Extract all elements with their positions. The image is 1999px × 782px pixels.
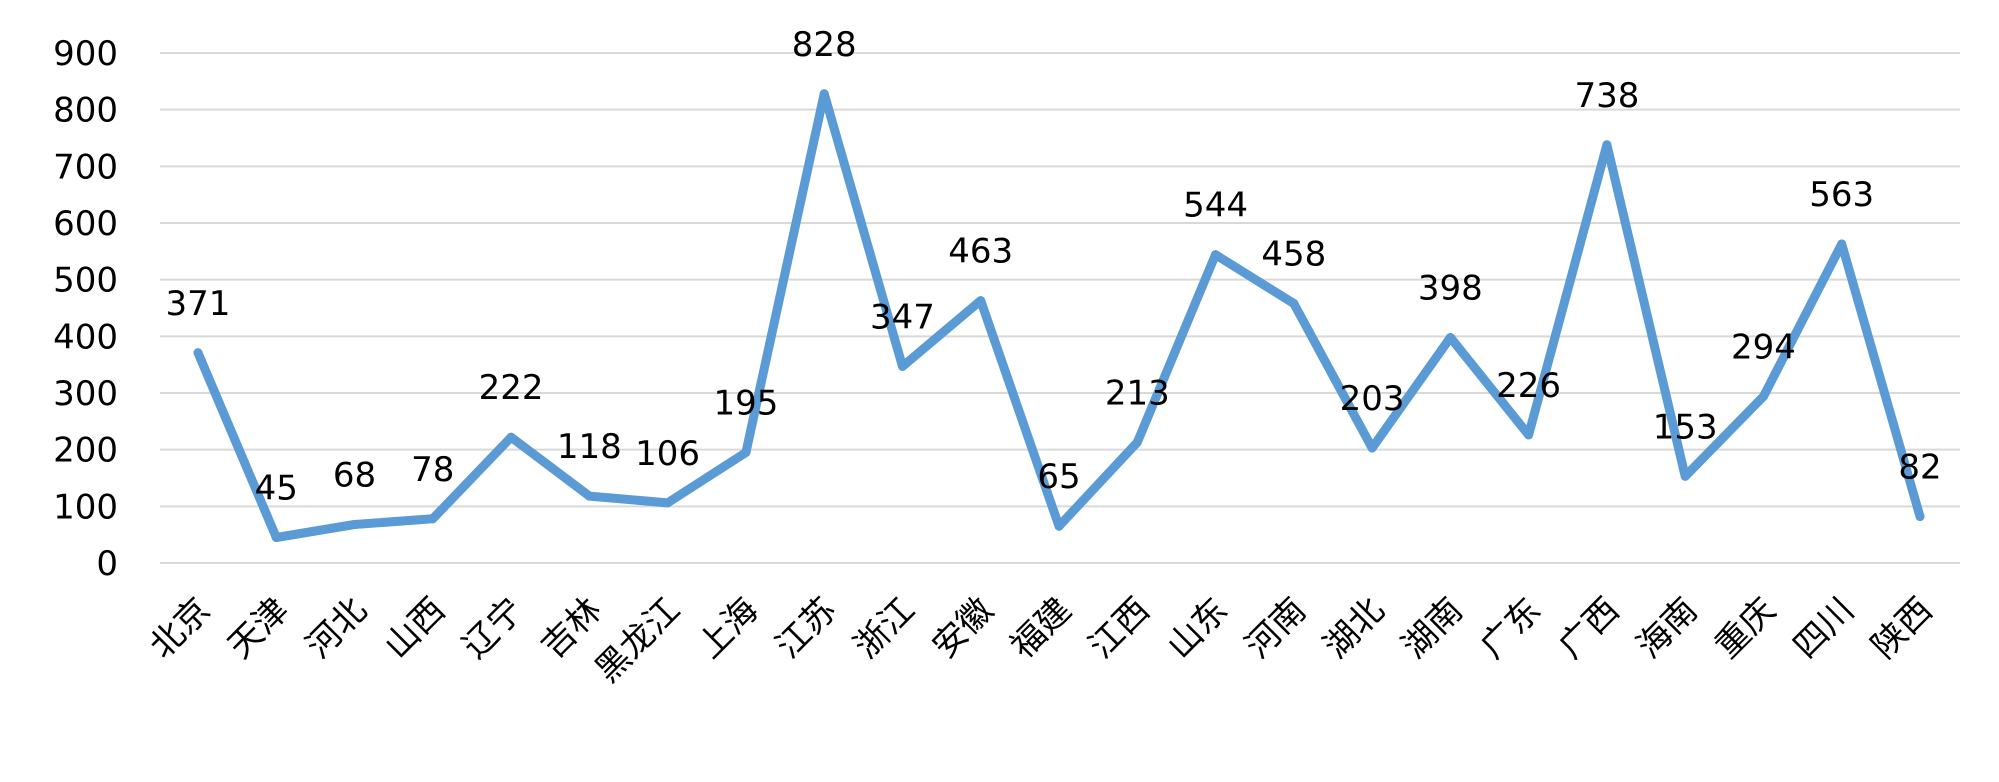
data-point — [506, 432, 516, 442]
data-point — [350, 519, 360, 529]
x-tick-label: 广东 — [1473, 590, 1549, 666]
data-point — [1445, 332, 1455, 342]
data-point — [193, 348, 203, 358]
data-point — [428, 514, 438, 524]
data-point — [1837, 239, 1847, 249]
gridlines — [160, 52, 1960, 564]
data-point — [1680, 471, 1690, 481]
y-tick-label: 400 — [53, 317, 118, 357]
data-point — [1915, 512, 1925, 522]
data-label: 195 — [713, 384, 778, 424]
data-label: 458 — [1261, 234, 1326, 274]
x-tick-label: 辽宁 — [455, 590, 531, 666]
data-label: 65 — [1037, 457, 1080, 497]
x-tick-label: 湖南 — [1394, 590, 1470, 666]
y-tick-label: 900 — [53, 34, 118, 74]
y-tick-label: 300 — [53, 374, 118, 414]
data-label: 45 — [255, 469, 298, 509]
y-tick-label: 700 — [53, 147, 118, 187]
x-tick-label: 河南 — [1238, 590, 1314, 666]
data-point — [663, 498, 673, 508]
data-label: 828 — [792, 25, 857, 65]
y-tick-label: 200 — [53, 431, 118, 471]
data-label: 563 — [1809, 175, 1874, 215]
y-axis-ticks: 0 100 200 300 400 500 600 700 800 900 — [53, 34, 118, 584]
x-tick-label: 黑龙江 — [588, 590, 688, 690]
data-point — [1367, 443, 1377, 453]
y-tick-label: 600 — [53, 204, 118, 244]
data-label: 398 — [1418, 268, 1483, 308]
x-tick-label: 福建 — [1003, 590, 1079, 666]
y-tick-label: 0 — [96, 544, 118, 584]
x-tick-label: 安徽 — [925, 590, 1001, 666]
x-tick-label: 山东 — [1160, 590, 1236, 666]
data-labels: 371 45 68 78 222 118 106 195 828 347 463 65 213 544 45… — [166, 25, 1942, 509]
data-label: 213 — [1105, 373, 1170, 413]
data-point — [1211, 250, 1221, 260]
data-label: 463 — [948, 232, 1013, 272]
data-label: 222 — [479, 368, 544, 408]
data-label: 153 — [1653, 407, 1718, 447]
data-point — [897, 361, 907, 371]
data-point — [1602, 140, 1612, 150]
x-tick-label: 浙江 — [846, 590, 922, 666]
data-point — [1524, 430, 1534, 440]
x-tick-label: 四川 — [1786, 590, 1862, 666]
x-tick-label: 山西 — [377, 590, 453, 666]
x-tick-label: 海南 — [1629, 590, 1705, 666]
data-point — [976, 296, 986, 306]
data-label: 347 — [870, 297, 935, 337]
x-tick-label: 上海 — [690, 590, 766, 666]
data-point — [1132, 437, 1142, 447]
data-label: 226 — [1496, 366, 1561, 406]
series-layer — [193, 89, 1925, 542]
x-axis-ticks: 北京 天津 河北 山西 辽宁 吉林黑龙江 上海 江苏 浙江 安徽 福建 江西 山东 河南 湖北 湖南 广东 广西海… — [142, 590, 1940, 690]
data-label: 371 — [166, 284, 231, 324]
data-point — [271, 533, 281, 542]
data-label: 118 — [557, 427, 622, 467]
data-label: 544 — [1183, 186, 1248, 226]
data-point — [1758, 391, 1768, 401]
y-tick-label: 800 — [53, 91, 118, 131]
x-tick-label: 湖北 — [1316, 590, 1392, 666]
data-point — [1054, 521, 1064, 531]
x-tick-label: 北京 — [142, 590, 218, 666]
x-tick-label: 天津 — [220, 590, 296, 666]
x-tick-label: 广西 — [1551, 590, 1627, 666]
data-label: 203 — [1340, 379, 1405, 419]
x-tick-label: 重庆 — [1707, 590, 1783, 666]
data-label: 738 — [1574, 76, 1639, 116]
data-point — [741, 448, 751, 457]
data-label: 106 — [635, 434, 700, 474]
data-point — [819, 89, 829, 99]
x-tick-label: 江苏 — [768, 590, 844, 666]
data-label: 78 — [411, 450, 454, 490]
y-tick-label: 100 — [53, 487, 118, 527]
y-tick-label: 500 — [53, 261, 118, 301]
data-label: 82 — [1898, 448, 1941, 488]
data-point — [1289, 298, 1299, 308]
data-label: 294 — [1731, 327, 1796, 367]
x-tick-label: 陕西 — [1864, 590, 1940, 666]
x-tick-label: 河北 — [299, 590, 375, 666]
x-tick-label: 江西 — [1081, 590, 1157, 666]
data-label: 68 — [333, 455, 376, 495]
data-point — [584, 491, 594, 501]
